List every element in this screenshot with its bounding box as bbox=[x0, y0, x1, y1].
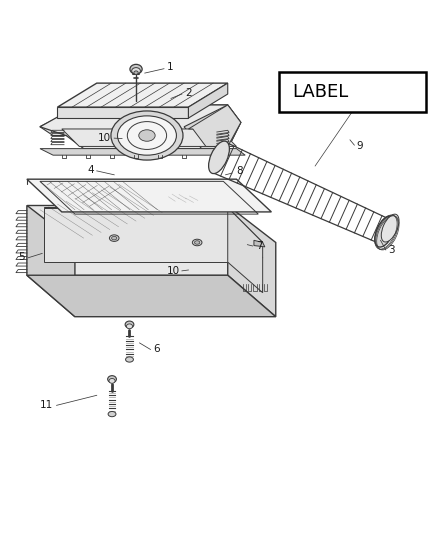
Ellipse shape bbox=[375, 216, 395, 247]
Polygon shape bbox=[40, 149, 245, 155]
Polygon shape bbox=[228, 205, 276, 317]
Polygon shape bbox=[40, 105, 241, 149]
Polygon shape bbox=[57, 83, 228, 107]
Text: LABEL: LABEL bbox=[292, 83, 349, 101]
Text: 10: 10 bbox=[98, 133, 111, 143]
Polygon shape bbox=[228, 207, 263, 293]
Ellipse shape bbox=[109, 378, 115, 383]
Polygon shape bbox=[62, 129, 237, 147]
Ellipse shape bbox=[112, 236, 117, 240]
Ellipse shape bbox=[126, 357, 134, 362]
Text: 3: 3 bbox=[389, 245, 395, 255]
Text: 11: 11 bbox=[40, 400, 53, 410]
Ellipse shape bbox=[192, 239, 202, 246]
Ellipse shape bbox=[208, 141, 230, 174]
Ellipse shape bbox=[381, 214, 399, 242]
Polygon shape bbox=[57, 107, 188, 118]
Ellipse shape bbox=[125, 321, 134, 328]
Polygon shape bbox=[254, 240, 265, 247]
Text: 4: 4 bbox=[88, 165, 94, 175]
Ellipse shape bbox=[110, 235, 119, 241]
Ellipse shape bbox=[130, 64, 142, 74]
Polygon shape bbox=[40, 105, 114, 135]
Text: 7: 7 bbox=[256, 240, 262, 251]
Polygon shape bbox=[188, 83, 228, 118]
Ellipse shape bbox=[111, 111, 183, 160]
Ellipse shape bbox=[194, 241, 200, 244]
Ellipse shape bbox=[108, 411, 116, 417]
Polygon shape bbox=[184, 105, 241, 149]
Ellipse shape bbox=[127, 324, 133, 329]
Polygon shape bbox=[27, 275, 276, 317]
FancyBboxPatch shape bbox=[279, 72, 426, 111]
Polygon shape bbox=[44, 207, 228, 262]
Polygon shape bbox=[188, 105, 241, 147]
Ellipse shape bbox=[134, 71, 138, 75]
Ellipse shape bbox=[117, 116, 177, 155]
Ellipse shape bbox=[108, 376, 117, 383]
Ellipse shape bbox=[132, 68, 141, 74]
Text: 10: 10 bbox=[166, 266, 180, 276]
Text: 9: 9 bbox=[356, 141, 363, 151]
Polygon shape bbox=[27, 179, 272, 212]
Polygon shape bbox=[44, 207, 263, 243]
Text: 8: 8 bbox=[236, 166, 243, 176]
Ellipse shape bbox=[139, 130, 155, 141]
Polygon shape bbox=[40, 105, 228, 127]
Polygon shape bbox=[27, 205, 75, 317]
Polygon shape bbox=[27, 205, 228, 275]
Text: 6: 6 bbox=[154, 344, 160, 354]
Text: 2: 2 bbox=[185, 88, 192, 98]
Text: 1: 1 bbox=[167, 62, 173, 72]
Text: 5: 5 bbox=[18, 252, 25, 262]
